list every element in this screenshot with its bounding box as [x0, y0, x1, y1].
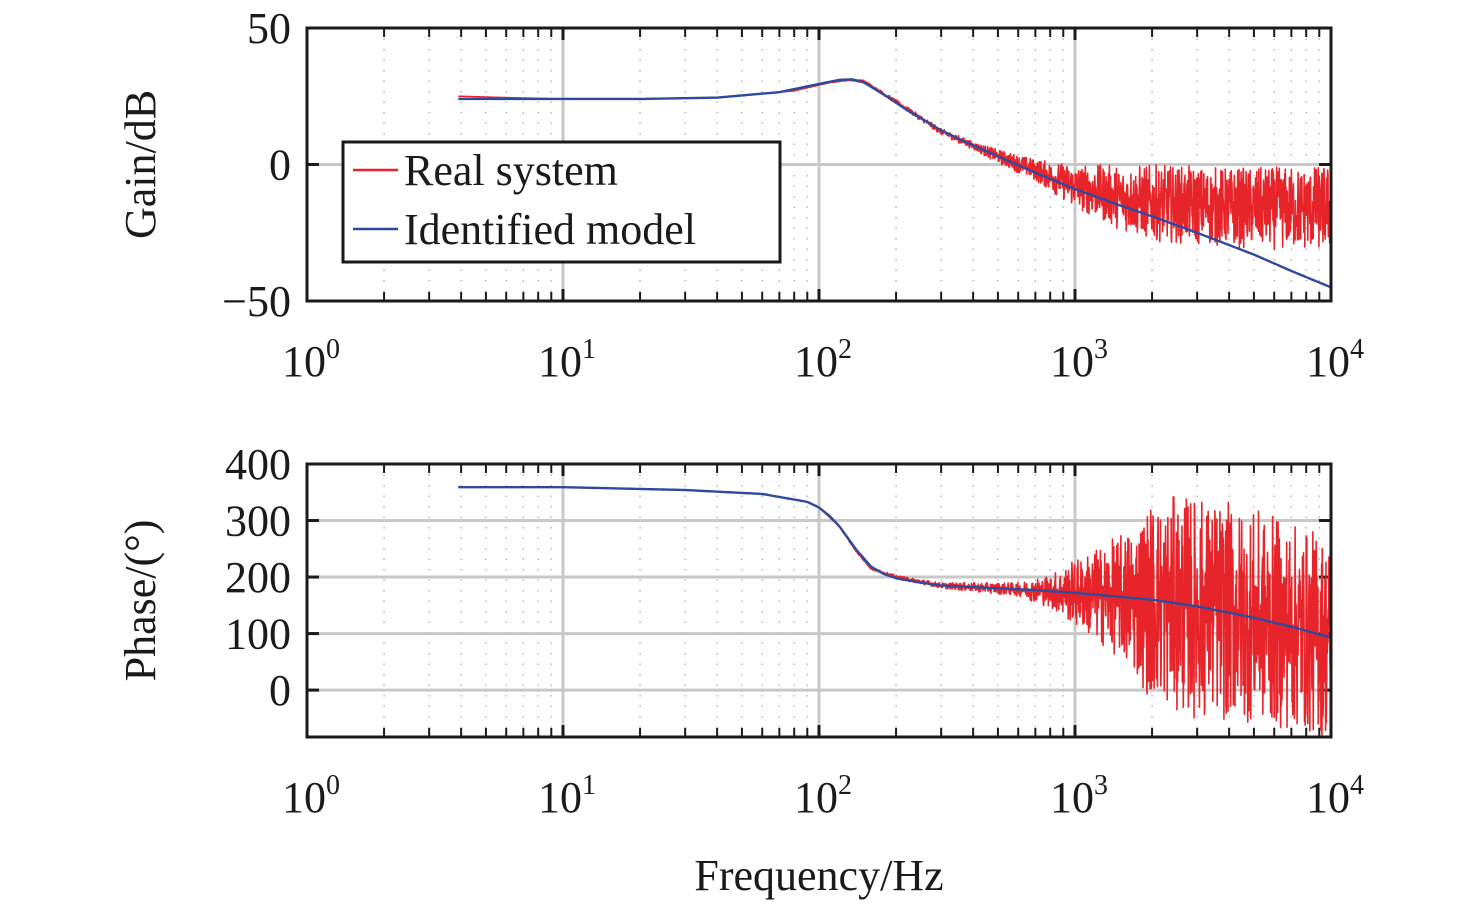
- legend-label: Real system: [404, 146, 618, 195]
- series-group: [457, 485, 1331, 736]
- plot-frame: [305, 462, 1333, 739]
- y-tick-label: 200: [225, 553, 291, 602]
- y-tick-label: 300: [225, 497, 291, 546]
- x-tick-label: 103: [1050, 770, 1108, 822]
- y-tick-label: 0: [269, 666, 291, 715]
- y-axis-title: Phase/(°): [116, 520, 165, 682]
- magnitude-panel: −50 0 50 100 101 102 103 104 Gain/dB Real system I…: [116, 4, 1364, 386]
- y-tick-label: −50: [222, 277, 291, 326]
- y-tick-label: 100: [225, 610, 291, 659]
- x-axis-title: Frequency/Hz: [694, 851, 943, 900]
- series-line-identified-model: [458, 485, 1331, 639]
- x-tick-label: 103: [1050, 334, 1108, 386]
- y-tick-label: 0: [269, 141, 291, 190]
- legend-label: Identified model: [404, 205, 696, 254]
- x-tick-label: 104: [1306, 334, 1364, 386]
- series-line-real-system: [457, 486, 1331, 736]
- plot-frame: [305, 26, 1333, 303]
- x-tick-label: 101: [538, 334, 596, 386]
- y-tick-label: 50: [247, 4, 291, 53]
- x-tick-label: 100: [282, 770, 340, 822]
- x-tick-label: 100: [282, 334, 340, 386]
- legend-box: [341, 140, 782, 264]
- x-tick-label: 101: [538, 770, 596, 822]
- x-tick-label: 102: [794, 334, 852, 386]
- x-tick-label: 102: [794, 770, 852, 822]
- series-line-identified-model: [458, 78, 1331, 289]
- x-tick-label: 104: [1306, 770, 1364, 822]
- series-group: [457, 78, 1331, 289]
- phase-panel: 0 100 200 300 400 100 101 102 103 104 Phase/(°): [116, 440, 1364, 822]
- y-axis-title: Gain/dB: [116, 90, 165, 239]
- legend: Real system Identified model: [341, 140, 782, 264]
- y-tick-label: 400: [225, 440, 291, 489]
